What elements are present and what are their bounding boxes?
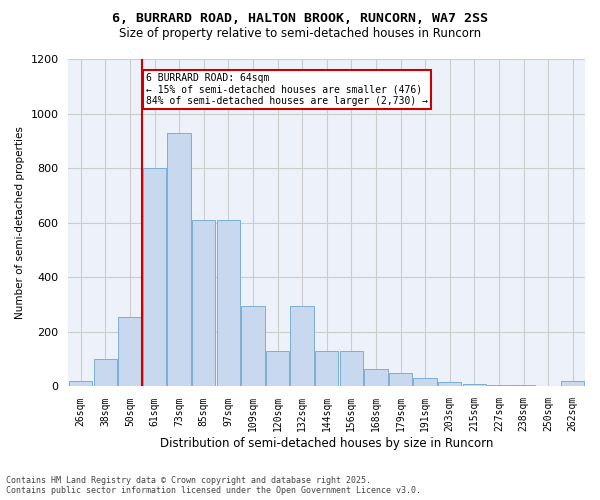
Bar	[118, 317, 142, 386]
Bar	[167, 132, 191, 386]
Bar	[290, 306, 314, 386]
Bar	[69, 381, 92, 386]
X-axis label: Distribution of semi-detached houses by size in Runcorn: Distribution of semi-detached houses by …	[160, 437, 493, 450]
Bar	[438, 382, 461, 386]
Text: 6, BURRARD ROAD, HALTON BROOK, RUNCORN, WA7 2SS: 6, BURRARD ROAD, HALTON BROOK, RUNCORN, …	[112, 12, 488, 26]
Bar	[364, 368, 388, 386]
Bar	[266, 351, 289, 386]
Bar	[463, 384, 486, 386]
Bar	[413, 378, 437, 386]
Y-axis label: Number of semi-detached properties: Number of semi-detached properties	[15, 126, 25, 319]
Bar	[315, 351, 338, 386]
Bar	[487, 385, 511, 386]
Text: 6 BURRARD ROAD: 64sqm
← 15% of semi-detached houses are smaller (476)
84% of sem: 6 BURRARD ROAD: 64sqm ← 15% of semi-deta…	[146, 72, 428, 106]
Bar	[561, 381, 584, 386]
Bar	[143, 168, 166, 386]
Bar	[192, 220, 215, 386]
Bar	[340, 351, 363, 386]
Bar	[217, 220, 240, 386]
Bar	[241, 306, 265, 386]
Bar	[389, 373, 412, 386]
Bar	[94, 359, 117, 386]
Text: Size of property relative to semi-detached houses in Runcorn: Size of property relative to semi-detach…	[119, 28, 481, 40]
Text: Contains HM Land Registry data © Crown copyright and database right 2025.
Contai: Contains HM Land Registry data © Crown c…	[6, 476, 421, 495]
